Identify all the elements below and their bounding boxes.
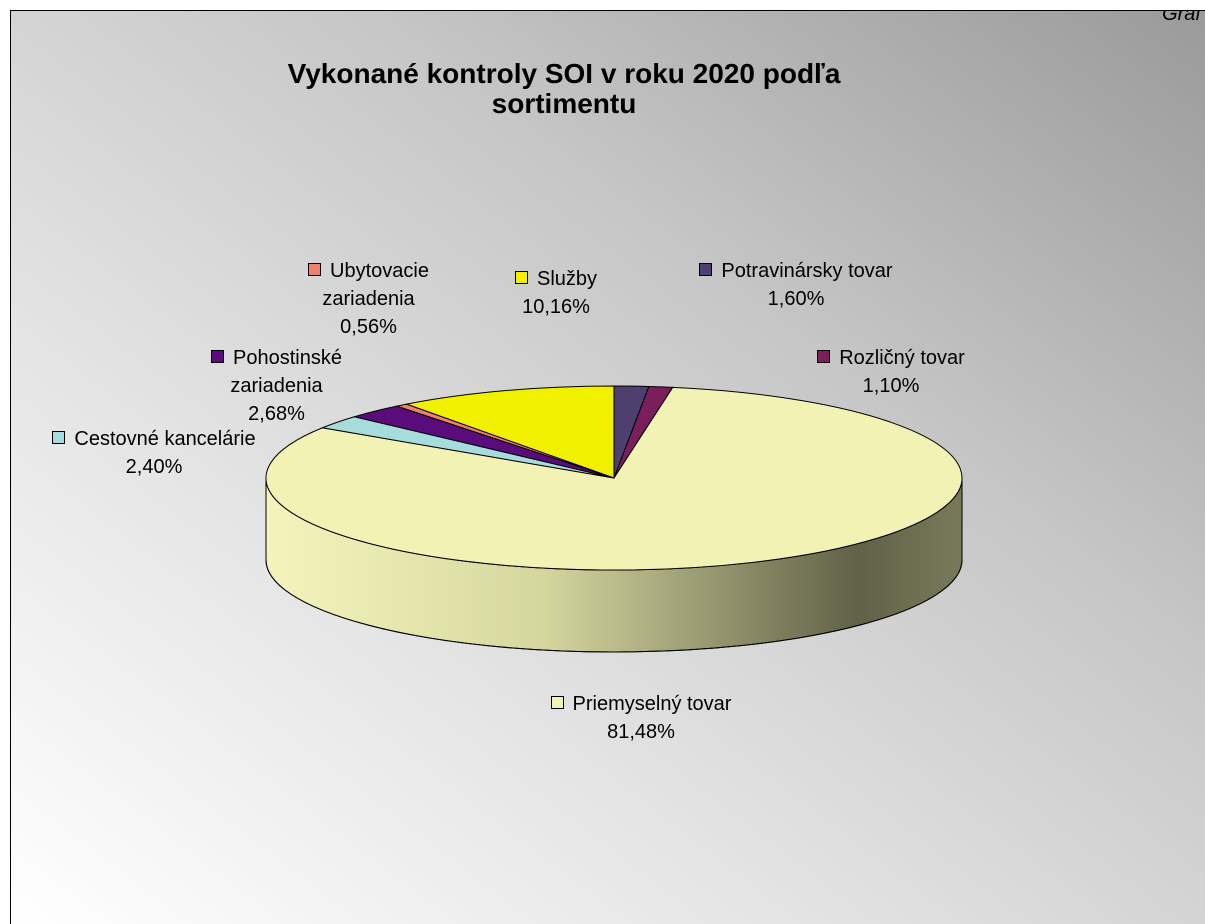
chart-area: Graf Vykonané kontroly SOI v roku 2020 p… [10, 10, 1205, 924]
value-label: 1,10% [862, 375, 920, 397]
value-label: 81,48% [607, 721, 675, 743]
legend-key [308, 263, 322, 276]
data-label: Cestovné kancelárie 2,40% [19, 425, 289, 481]
legend-key [699, 263, 713, 276]
value-label: 0,56% [340, 316, 397, 338]
data-label: Rozličný tovar 1,10% [781, 344, 1001, 400]
category-label: Rozličný tovar [839, 347, 965, 369]
slice [265, 386, 963, 571]
data-label: Priemyselný tovar 81,48% [511, 690, 771, 746]
category-label: Služby [536, 268, 598, 290]
value-label: 2,40% [125, 456, 183, 478]
data-label: Ubytovacie zariadenia 0,56% [281, 257, 456, 341]
legend-key [52, 431, 66, 444]
data-label: Pohostinské zariadenia 2,68% [189, 344, 364, 428]
category-label: Cestovné kancelárie [74, 428, 256, 450]
value-label: 2,68% [248, 403, 305, 425]
category-label: Priemyselný tovar [572, 693, 732, 715]
value-label: 1,60% [767, 288, 825, 310]
data-label: Potravinársky tovar 1,60% [651, 257, 941, 313]
pie-plot [265, 385, 963, 653]
legend-key [550, 696, 564, 709]
slice [404, 385, 615, 479]
corner-label: Graf [1162, 10, 1201, 25]
chart-title: Vykonané kontroly SOI v roku 2020 podľa … [287, 58, 841, 119]
category-label: Pohostinské zariadenia [230, 347, 342, 397]
category-label: Ubytovacie zariadenia [322, 260, 429, 310]
value-label: 10,16% [522, 296, 590, 318]
data-label: Služby 10,16% [476, 265, 636, 321]
legend-key [211, 350, 225, 363]
legend-key [514, 271, 528, 284]
category-label: Potravinársky tovar [721, 260, 893, 282]
legend-key [817, 350, 831, 363]
